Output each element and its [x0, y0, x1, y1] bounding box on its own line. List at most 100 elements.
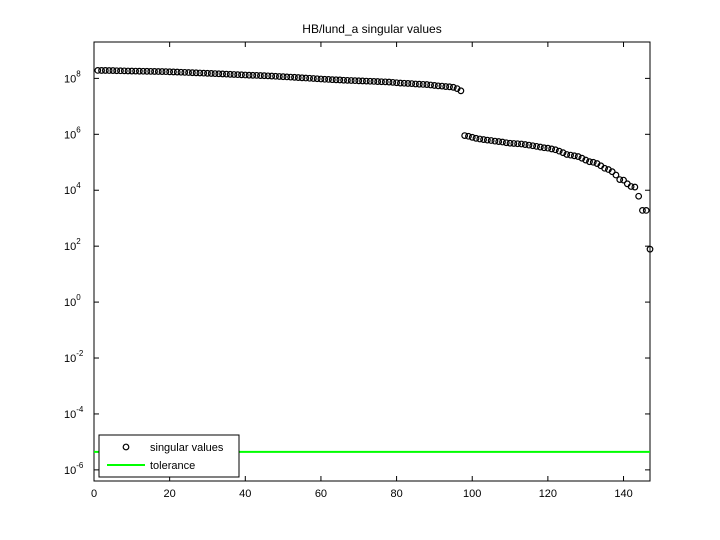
data-point	[393, 79, 400, 87]
data-point	[646, 245, 654, 253]
data-point	[344, 76, 351, 84]
data-point	[128, 67, 136, 75]
data-point	[245, 71, 253, 79]
data-point	[113, 67, 121, 75]
data-point	[461, 132, 469, 139]
data-point	[117, 67, 124, 75]
data-point	[631, 183, 639, 191]
data-point	[332, 76, 340, 84]
data-point	[135, 67, 143, 75]
data-point	[415, 80, 423, 88]
data-point	[253, 71, 261, 79]
y-tick-label: 10-6	[64, 461, 84, 477]
data-point	[559, 149, 567, 157]
y-tick-label: 106	[64, 125, 81, 141]
data-point	[374, 78, 382, 85]
data-point	[151, 68, 158, 75]
data-point	[257, 72, 264, 79]
data-point	[204, 69, 211, 77]
data-point	[499, 138, 506, 146]
data-point	[476, 135, 484, 143]
data-point	[359, 77, 366, 85]
data-point	[431, 82, 438, 89]
data-point	[215, 70, 223, 78]
data-point	[260, 72, 268, 80]
data-point	[196, 69, 204, 77]
data-point	[487, 137, 495, 144]
data-point	[389, 78, 397, 86]
data-point	[287, 73, 295, 81]
data-point	[313, 75, 321, 83]
x-tick-label: 40	[239, 488, 251, 500]
data-point	[207, 70, 215, 77]
data-point	[325, 75, 332, 83]
data-point	[612, 171, 620, 179]
y-tick-base: 10	[64, 297, 76, 309]
data-point	[154, 68, 162, 75]
data-point	[192, 69, 200, 77]
data-point	[589, 158, 597, 166]
data-point	[170, 68, 177, 76]
y-tick-label: 100	[64, 293, 81, 309]
data-point	[404, 80, 412, 87]
data-point	[540, 144, 548, 152]
x-tick-label: 140	[614, 488, 632, 500]
data-point	[351, 77, 359, 85]
data-point	[536, 143, 544, 151]
data-point	[139, 67, 147, 75]
data-point	[465, 132, 472, 140]
data-point	[294, 74, 302, 81]
data-point	[291, 73, 298, 81]
data-point	[483, 136, 491, 144]
y-tick-base: 10	[64, 353, 76, 365]
data-point	[355, 77, 363, 85]
data-point	[188, 69, 196, 77]
data-point	[639, 207, 646, 214]
data-point	[635, 192, 643, 200]
data-point	[98, 67, 105, 74]
legend-label: tolerance	[150, 460, 195, 472]
data-point	[525, 141, 533, 149]
data-point	[412, 80, 419, 88]
legend-marker	[122, 443, 130, 451]
data-point	[514, 140, 522, 148]
data-point	[94, 66, 102, 74]
data-point	[143, 67, 151, 75]
data-point	[419, 80, 427, 88]
data-point	[400, 79, 408, 87]
data-point	[362, 77, 370, 85]
data-point	[620, 176, 627, 184]
legend	[98, 434, 240, 478]
y-tick-exponent: 6	[76, 125, 81, 134]
data-point	[563, 151, 571, 158]
data-point	[283, 73, 291, 81]
data-point	[219, 70, 226, 78]
data-point	[491, 137, 499, 145]
data-point	[147, 67, 155, 75]
data-point	[574, 153, 582, 160]
data-point	[442, 83, 450, 90]
y-tick-exponent: 4	[76, 181, 81, 190]
data-point	[249, 71, 257, 79]
data-point	[306, 74, 313, 82]
data-point	[298, 74, 306, 82]
data-point	[200, 69, 208, 77]
data-point	[101, 67, 109, 74]
data-point	[336, 76, 344, 84]
plot-area	[93, 41, 651, 482]
data-point	[457, 87, 465, 95]
x-tick-label: 60	[315, 488, 327, 500]
data-point	[552, 146, 559, 154]
data-point	[642, 207, 650, 214]
y-tick-label: 10-2	[64, 349, 84, 365]
data-point	[423, 81, 431, 88]
x-tick-label: 0	[91, 488, 97, 500]
data-point	[495, 138, 503, 145]
data-point	[124, 67, 132, 75]
y-tick-base: 10	[64, 73, 76, 85]
y-tick-exponent: -4	[76, 405, 84, 414]
data-point	[518, 140, 525, 148]
data-point	[533, 142, 540, 150]
data-point	[427, 81, 435, 89]
data-point	[272, 72, 279, 80]
